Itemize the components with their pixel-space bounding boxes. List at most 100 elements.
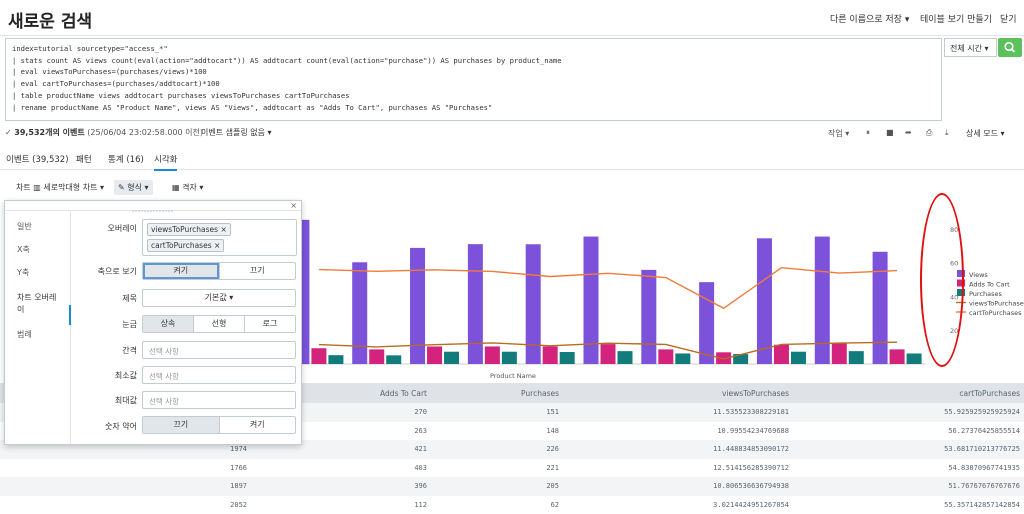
bar[interactable] bbox=[369, 349, 385, 364]
bar[interactable] bbox=[790, 351, 806, 364]
title-dropdown[interactable]: 기본값 ▾ bbox=[142, 289, 296, 307]
bar[interactable] bbox=[906, 353, 922, 364]
scale-log-option[interactable]: 로그 bbox=[262, 319, 278, 328]
bar[interactable] bbox=[641, 269, 657, 364]
scale-linear-option[interactable]: 선형 bbox=[194, 316, 245, 332]
bar[interactable] bbox=[872, 251, 888, 364]
format-dropdown[interactable]: ✎ 형식 ▾ bbox=[114, 180, 153, 195]
table-cell: 1897 bbox=[230, 482, 247, 490]
bar[interactable] bbox=[814, 236, 830, 364]
search-mode-dropdown[interactable]: 상세 모드 ▾ bbox=[966, 129, 1005, 138]
series-line[interactable] bbox=[318, 266, 898, 310]
bar[interactable] bbox=[716, 352, 732, 364]
nav-chart-overlay[interactable]: 차트 오버레이 bbox=[17, 293, 57, 314]
print-icon[interactable]: ⎙ bbox=[926, 128, 933, 137]
chart-type-dropdown[interactable]: 차트 ▥ 세로막대형 차트 ▾ bbox=[16, 183, 104, 192]
nav-general[interactable]: 일반 bbox=[17, 222, 32, 231]
max-input[interactable]: 선택 사항 bbox=[142, 391, 296, 409]
interval-input[interactable]: 선택 사항 bbox=[142, 341, 296, 359]
bar[interactable] bbox=[889, 349, 905, 364]
bar[interactable] bbox=[501, 351, 517, 364]
series-line[interactable] bbox=[318, 341, 898, 360]
search-button[interactable] bbox=[998, 38, 1022, 57]
bar[interactable] bbox=[773, 344, 789, 364]
close-button[interactable]: 닫기 bbox=[1000, 15, 1017, 25]
time-range-picker[interactable]: 전체 시간 ▾ bbox=[944, 38, 997, 57]
legend-entry[interactable]: cartToPurchases bbox=[969, 309, 1022, 317]
job-menu[interactable]: 작업 ▾ bbox=[828, 129, 850, 138]
number-abbrev-on-option[interactable]: 켜기 bbox=[249, 420, 265, 429]
bar[interactable] bbox=[525, 244, 541, 364]
search-query-editor[interactable]: index=tutorial sourcetype="access_*" | s… bbox=[5, 38, 942, 121]
table-cell: 112 bbox=[414, 500, 427, 509]
min-input[interactable]: 선택 사항 bbox=[142, 366, 296, 384]
bar[interactable] bbox=[583, 236, 599, 364]
number-abbrev-off-option[interactable]: 끄기 bbox=[143, 417, 220, 433]
scale-label: 눈금 bbox=[122, 320, 137, 329]
overlay-chip-label: cartToPurchases bbox=[151, 241, 212, 250]
remove-icon[interactable]: × bbox=[214, 241, 221, 250]
stop-icon[interactable]: ■ bbox=[886, 128, 894, 137]
tab-patterns[interactable]: 패턴 bbox=[76, 155, 92, 165]
legend-entry[interactable]: Adds To Cart bbox=[969, 281, 1010, 289]
tab-visualization[interactable]: 시각화 bbox=[154, 153, 178, 171]
bar[interactable] bbox=[600, 344, 616, 364]
panel-drag-handle[interactable]: × bbox=[5, 201, 301, 212]
nav-x-axis[interactable]: X축 bbox=[17, 245, 30, 254]
bar[interactable] bbox=[386, 355, 402, 364]
table-cell: 54.83870967741935 bbox=[948, 463, 1020, 472]
column-header[interactable]: Purchases bbox=[521, 389, 559, 398]
bar[interactable] bbox=[559, 352, 575, 364]
table-cell: 51.76767676767676 bbox=[948, 482, 1020, 490]
bar[interactable] bbox=[427, 346, 443, 364]
query-line: index=tutorial sourcetype="access_*" bbox=[12, 44, 168, 53]
bar[interactable] bbox=[658, 349, 674, 364]
remove-icon[interactable]: × bbox=[220, 225, 227, 234]
bar[interactable] bbox=[733, 354, 749, 364]
column-header[interactable]: cartToPurchases bbox=[959, 389, 1020, 398]
bar[interactable] bbox=[328, 355, 344, 364]
overlay-chip[interactable]: cartToPurchases × bbox=[147, 239, 225, 252]
column-header[interactable]: Adds To Cart bbox=[380, 389, 427, 398]
bar[interactable] bbox=[675, 353, 691, 364]
table-cell: 221 bbox=[546, 463, 559, 472]
bar[interactable] bbox=[311, 348, 327, 364]
view-axis-off-option[interactable]: 끄기 bbox=[249, 266, 265, 275]
bar[interactable] bbox=[831, 343, 847, 364]
title-bar: 새로운 검색 다른 이름으로 저장 ▾ 테이블 보기 만들기 닫기 bbox=[0, 0, 1024, 36]
table-cell: 270 bbox=[414, 408, 427, 416]
trellis-dropdown[interactable]: ▦ 격자 ▾ bbox=[172, 183, 204, 192]
view-axis-on-option[interactable]: 켜기 bbox=[143, 263, 220, 279]
bar[interactable] bbox=[756, 238, 772, 364]
bar[interactable] bbox=[617, 351, 633, 364]
interval-label: 간격 bbox=[122, 346, 137, 355]
export-icon[interactable]: ⤓ bbox=[945, 128, 949, 137]
tab-statistics[interactable]: 통계 (16) bbox=[108, 155, 144, 165]
tab-events[interactable]: 이벤트 (39,532) bbox=[6, 155, 69, 165]
bar[interactable] bbox=[542, 346, 558, 364]
bar[interactable] bbox=[444, 351, 460, 364]
nav-y-axis[interactable]: Y축 bbox=[17, 268, 30, 277]
bar[interactable] bbox=[352, 262, 368, 364]
legend-entry[interactable]: Purchases bbox=[969, 290, 1003, 298]
column-header[interactable]: viewsToPurchases bbox=[721, 389, 789, 398]
bar[interactable] bbox=[848, 351, 864, 364]
bar[interactable] bbox=[484, 346, 500, 364]
overlay-chip[interactable]: viewsToPurchases × bbox=[147, 223, 231, 236]
table-cell: 10.806536636794938 bbox=[713, 482, 789, 490]
pause-icon[interactable]: ⏸ bbox=[866, 128, 870, 137]
bar[interactable] bbox=[467, 244, 483, 364]
share-icon[interactable]: ➦ bbox=[905, 128, 912, 137]
bar[interactable] bbox=[410, 247, 426, 364]
save-as-button[interactable]: 다른 이름으로 저장 ▾ bbox=[830, 15, 910, 25]
legend-entry[interactable]: viewsToPurchases bbox=[969, 300, 1024, 308]
scale-inherit-option[interactable]: 상속 bbox=[143, 316, 194, 332]
legend-entry[interactable]: Views bbox=[969, 271, 988, 279]
nav-legend[interactable]: 범례 bbox=[17, 330, 32, 339]
overlay-multiselect[interactable]: viewsToPurchases × cartToPurchases × bbox=[142, 219, 297, 256]
close-icon[interactable]: × bbox=[290, 201, 297, 210]
table-cell: 403 bbox=[414, 463, 427, 472]
sampling-dropdown[interactable]: 이벤트 샘플링 없음 ▾ bbox=[201, 128, 272, 137]
create-table-view-button[interactable]: 테이블 보기 만들기 bbox=[920, 15, 992, 25]
bar[interactable] bbox=[699, 282, 715, 364]
